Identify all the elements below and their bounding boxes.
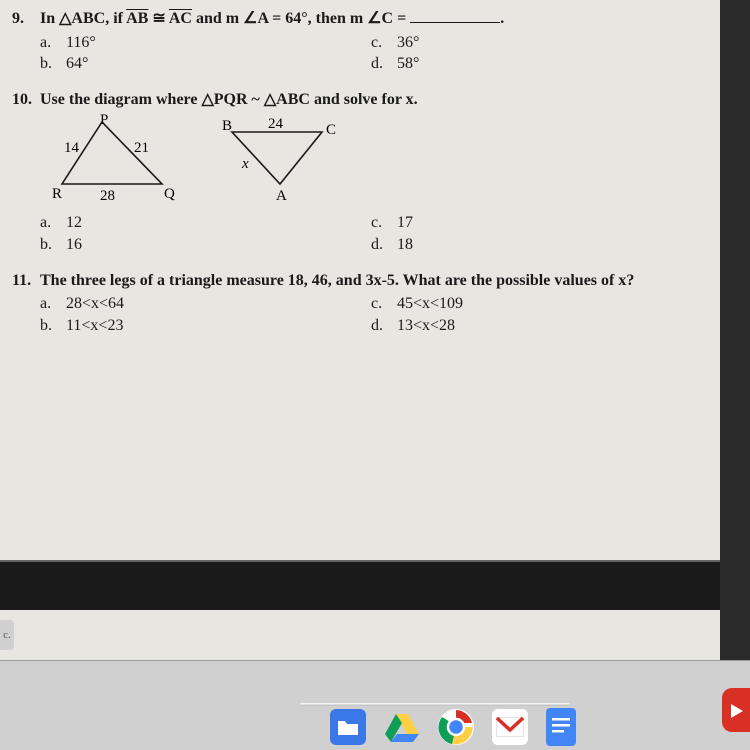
- q9-number: 9.: [12, 8, 40, 30]
- question-10: 10. Use the diagram where △PQR ~ △ABC an…: [12, 89, 702, 256]
- q9-options: a.116° b.64° c.36° d.58°: [40, 32, 702, 75]
- q10-d-val: 18: [397, 234, 413, 256]
- opt-letter-c: c.: [371, 32, 397, 54]
- q10-b-val: 16: [66, 234, 82, 256]
- q10-c-val: 17: [397, 212, 413, 234]
- opt-letter-b: b.: [40, 315, 66, 337]
- q10-stem: 10. Use the diagram where △PQR ~ △ABC an…: [12, 89, 702, 111]
- q11-c-val: 45<x<109: [397, 293, 463, 315]
- label-b: B: [222, 118, 232, 134]
- q9-cong: ≅: [148, 10, 169, 27]
- q11-right-col: c.45<x<109 d.13<x<28: [371, 293, 702, 336]
- docs-icon[interactable]: [546, 708, 576, 746]
- opt-letter-d: d.: [371, 53, 397, 75]
- opt-letter-c: c.: [371, 212, 397, 234]
- q11-opt-b: b.11<x<23: [40, 315, 371, 337]
- opt-letter-c: c.: [371, 293, 397, 315]
- q9-b-val: 64°: [66, 53, 88, 75]
- q9-opt-a: a.116°: [40, 32, 371, 54]
- q9-opt-c: c.36°: [371, 32, 702, 54]
- taskbar-icons: [330, 708, 576, 746]
- q10-right-col: c.17 d.18: [371, 212, 702, 255]
- q11-left-col: a.28<x<64 b.11<x<23: [40, 293, 371, 336]
- opt-letter-a: a.: [40, 212, 66, 234]
- opt-letter-d: d.: [371, 315, 397, 337]
- opt-letter-b: b.: [40, 234, 66, 256]
- gmail-icon[interactable]: [492, 709, 528, 745]
- q11-d-val: 13<x<28: [397, 315, 455, 337]
- q11-text: The three legs of a triangle measure 18,…: [40, 270, 702, 292]
- q11-number: 11.: [12, 270, 40, 292]
- drive-triangle-icon: [385, 712, 419, 742]
- label-pq: 21: [134, 140, 149, 156]
- question-11: 11. The three legs of a triangle measure…: [12, 270, 702, 337]
- q10-a-val: 12: [66, 212, 82, 234]
- label-rq: 28: [100, 188, 115, 204]
- label-a: A: [276, 188, 287, 204]
- question-9: 9. In △ABC, if AB ≅ AC and m ∠A = 64°, t…: [12, 8, 702, 75]
- q10-opt-c: c.17: [371, 212, 702, 234]
- label-pr: 14: [64, 140, 80, 156]
- q9-text: In △ABC, if AB ≅ AC and m ∠A = 64°, then…: [40, 8, 702, 30]
- youtube-icon[interactable]: [722, 688, 750, 732]
- q10-opt-a: a.12: [40, 212, 371, 234]
- q11-opt-d: d.13<x<28: [371, 315, 702, 337]
- q9-left-col: a.116° b.64°: [40, 32, 371, 75]
- opt-letter-a: a.: [40, 293, 66, 315]
- q9-ab: AB: [126, 10, 148, 27]
- q10-opt-d: d.18: [371, 234, 702, 256]
- label-bc: 24: [268, 116, 284, 132]
- shelf-line: [300, 703, 570, 706]
- triangle-pqr: P R Q 14 21 28: [52, 114, 192, 204]
- q9-mid: and m ∠A = 64°, then m ∠C =: [192, 10, 410, 27]
- opt-letter-a: a.: [40, 32, 66, 54]
- label-ba: x: [241, 156, 249, 172]
- q9-ac: AC: [169, 10, 192, 27]
- q9-c-val: 36°: [397, 32, 419, 54]
- opt-letter-d: d.: [371, 234, 397, 256]
- q9-pre: In △ABC, if: [40, 10, 126, 27]
- left-tab: c.: [0, 620, 14, 650]
- q10-number: 10.: [12, 89, 40, 111]
- q10-opt-b: b.16: [40, 234, 371, 256]
- q9-stem: 9. In △ABC, if AB ≅ AC and m ∠A = 64°, t…: [12, 8, 702, 30]
- q11-b-val: 11<x<23: [66, 315, 123, 337]
- q9-d-val: 58°: [397, 53, 419, 75]
- q9-a-val: 116°: [66, 32, 96, 54]
- laptop-bezel: [0, 560, 720, 610]
- q10-left-col: a.12 b.16: [40, 212, 371, 255]
- label-c: C: [326, 122, 336, 138]
- chrome-icon[interactable]: [438, 709, 474, 745]
- q10-text: Use the diagram where △PQR ~ △ABC and so…: [40, 89, 702, 111]
- q10-options: a.12 b.16 c.17 d.18: [40, 212, 702, 255]
- taskbar: [0, 660, 750, 750]
- q11-opt-a: a.28<x<64: [40, 293, 371, 315]
- files-icon[interactable]: [330, 709, 366, 745]
- q11-stem: 11. The three legs of a triangle measure…: [12, 270, 702, 292]
- doc-lines-icon: [552, 716, 570, 738]
- q9-opt-b: b.64°: [40, 53, 371, 75]
- q11-opt-c: c.45<x<109: [371, 293, 702, 315]
- answer-blank: [410, 22, 500, 23]
- opt-letter-b: b.: [40, 53, 66, 75]
- q9-opt-d: d.58°: [371, 53, 702, 75]
- folder-icon: [337, 718, 359, 736]
- triangle-abc: B C A 24 x: [222, 114, 352, 204]
- drive-icon[interactable]: [384, 709, 420, 745]
- q11-options: a.28<x<64 b.11<x<23 c.45<x<109 d.13<x<28: [40, 293, 702, 336]
- mail-icon: [496, 717, 524, 737]
- label-q: Q: [164, 186, 175, 202]
- q9-right-col: c.36° d.58°: [371, 32, 702, 75]
- q10-diagrams: P R Q 14 21 28 B C A 24 x: [52, 114, 702, 204]
- label-r: R: [52, 186, 62, 202]
- label-p: P: [100, 114, 108, 128]
- chrome-circle-icon: [438, 709, 474, 745]
- q11-a-val: 28<x<64: [66, 293, 124, 315]
